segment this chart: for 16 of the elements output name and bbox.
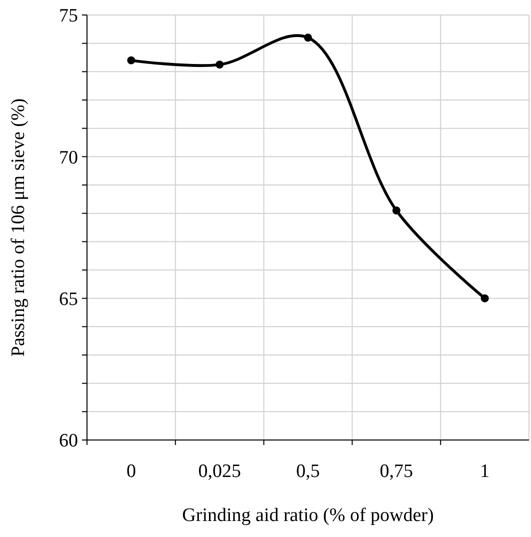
x-axis-title: Grinding aid ratio (% of powder) (182, 505, 434, 526)
y-tick-label: 65 (59, 288, 78, 310)
point (127, 56, 136, 64)
x-tick-label: 1 (480, 461, 490, 482)
x-tick-label: 0 (126, 461, 136, 482)
x-tick-label: 0,025 (198, 461, 241, 482)
point (216, 60, 224, 69)
point (392, 206, 400, 214)
y-tick-label: 60 (59, 430, 78, 452)
y-tick-label: 70 (59, 147, 78, 168)
y-axis-title: Passing ratio of 106 μm sieve (%) (8, 98, 29, 357)
x-tick-label: 0,75 (380, 461, 414, 482)
y-tick-label: 75 (59, 6, 78, 27)
x-tick-label: 0,5 (296, 461, 320, 482)
point (304, 34, 312, 42)
point (480, 294, 489, 302)
